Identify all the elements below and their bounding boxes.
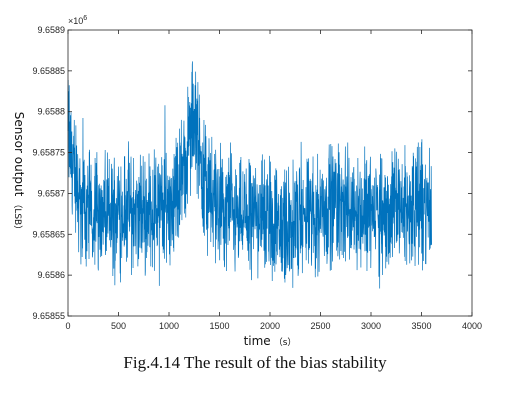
exponent-base: ×10 <box>68 16 83 26</box>
y-axis-label-unit: （LSB） <box>12 199 23 234</box>
ticks-layer: 0 500 1000 1500 2000 2500 3000 3500 4000 9.65855 9… <box>32 25 482 331</box>
x-tick-label: 1500 <box>209 321 229 331</box>
x-tick-label: 3500 <box>411 321 431 331</box>
y-axis-label: Sensor output （LSB） <box>12 112 26 234</box>
x-tick-label: 2500 <box>310 321 330 331</box>
x-tick-label: 4000 <box>462 321 482 331</box>
y-tick-label: 9.6586 <box>37 270 65 280</box>
x-tick-label: 3000 <box>361 321 381 331</box>
y-exponent-label: ×106 <box>68 15 87 26</box>
y-tick-label: 9.6588 <box>37 107 65 117</box>
y-tick-label: 9.65865 <box>32 229 65 239</box>
x-tick-label: 1000 <box>159 321 179 331</box>
exponent-power: 6 <box>83 15 87 22</box>
y-tick-label: 9.65885 <box>32 66 65 76</box>
y-tick-label: 9.6587 <box>37 188 65 198</box>
series-layer <box>67 61 432 289</box>
y-tick-label: 9.65875 <box>32 148 65 158</box>
x-axis-label-unit: （s） <box>274 337 297 348</box>
x-tick-label: 500 <box>111 321 126 331</box>
x-tick-label: 2000 <box>260 321 280 331</box>
series-line <box>67 61 432 289</box>
figure-caption: Fig.4.14 The result of the bias stabilit… <box>123 353 387 372</box>
x-axis-label-main: time <box>244 334 271 348</box>
x-tick-label: 0 <box>65 321 70 331</box>
y-axis-label-main: Sensor output <box>12 112 26 197</box>
x-axis-label: time （s） <box>244 334 297 348</box>
y-tick-label: 9.65855 <box>32 311 65 321</box>
y-tick-label: 9.6589 <box>37 25 65 35</box>
